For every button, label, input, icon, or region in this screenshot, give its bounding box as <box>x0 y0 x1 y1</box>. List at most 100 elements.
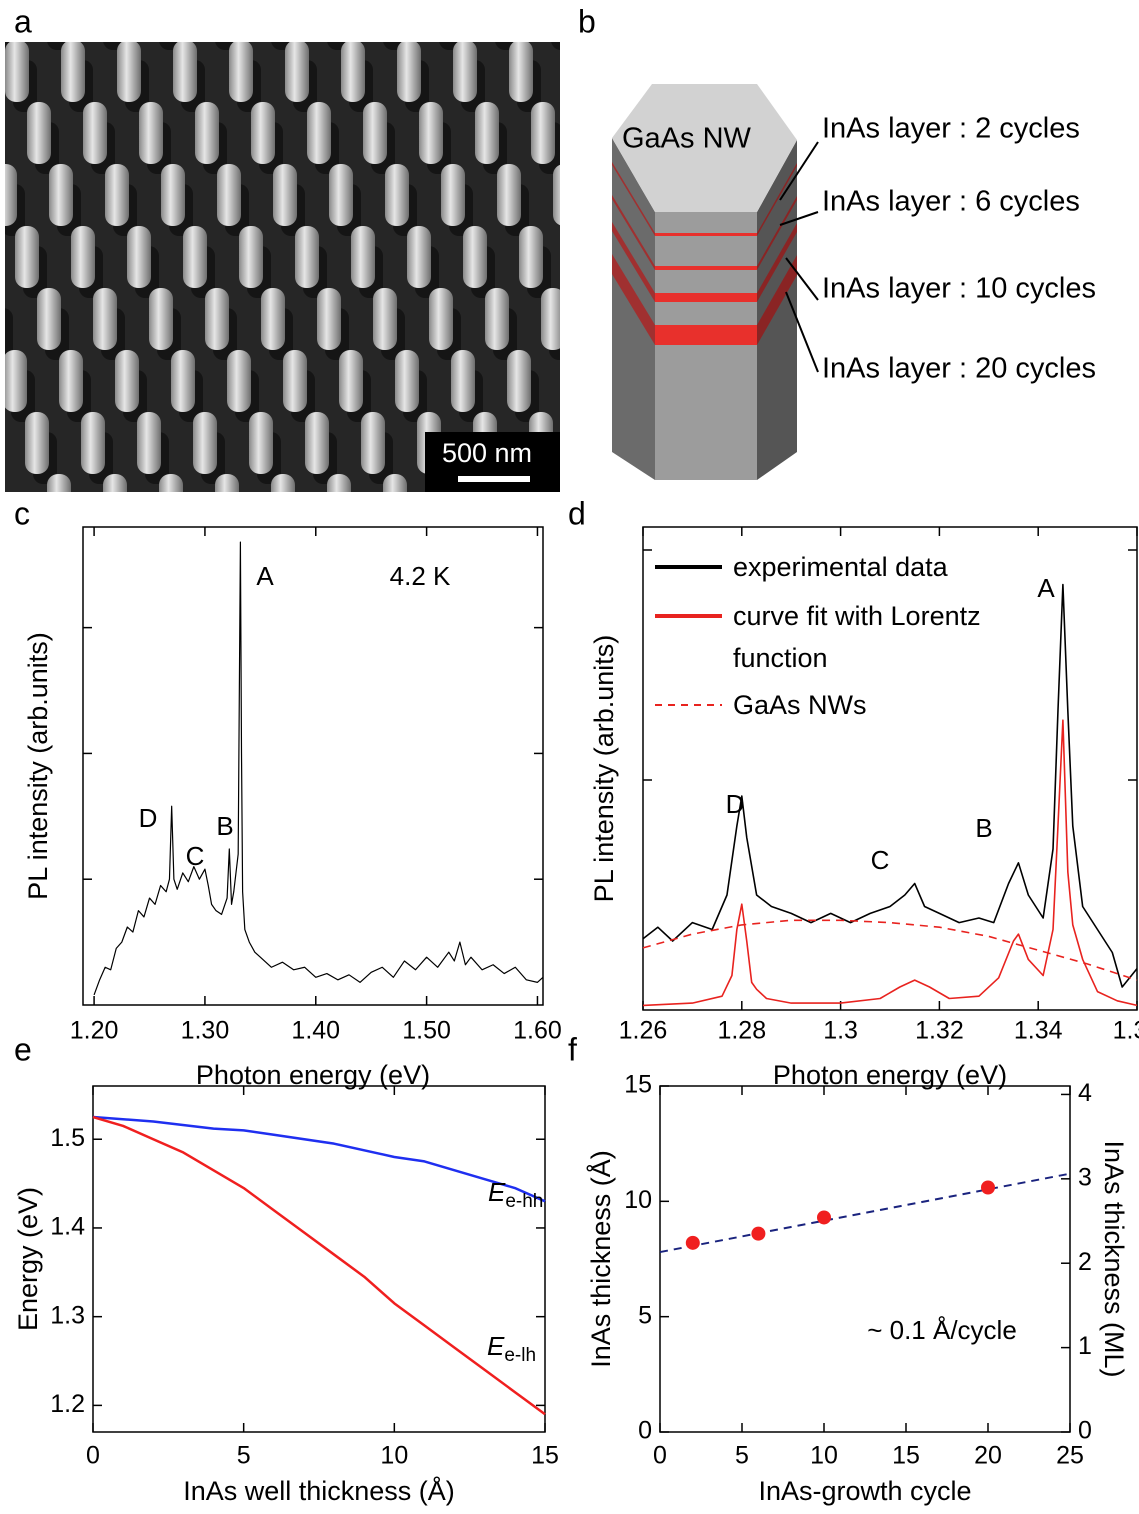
pillar-shadow <box>551 42 560 50</box>
pillar <box>115 350 139 412</box>
data-point <box>981 1180 995 1195</box>
pillar <box>229 42 253 102</box>
pillar <box>139 102 163 164</box>
x-axis-label: Photon energy (eV) <box>773 1060 1007 1090</box>
pillar <box>71 226 95 288</box>
pillar <box>261 288 285 350</box>
x-tick-label: 1.30 <box>181 1017 230 1045</box>
pillar <box>159 474 183 492</box>
pillar <box>407 226 431 288</box>
annotation: C <box>871 845 890 875</box>
pillar-shadow <box>571 370 595 422</box>
pillar <box>395 350 419 412</box>
y2-axis-label: InAs thickness (ML) <box>1099 1140 1129 1377</box>
x-tick-label: 25 <box>1056 1442 1084 1470</box>
pillar <box>373 288 397 350</box>
data-point <box>751 1226 766 1241</box>
panel-label: d <box>568 495 586 531</box>
annotation: D <box>139 803 158 833</box>
y-tick-label: 0 <box>638 1417 652 1445</box>
sem-pillars <box>5 0 607 546</box>
pillar <box>193 412 217 474</box>
pillar <box>317 288 341 350</box>
pillar <box>541 288 560 350</box>
x-tick-label: 5 <box>237 1442 251 1470</box>
data-point <box>817 1210 831 1225</box>
data-line <box>642 583 1138 988</box>
pillar-shadow <box>5 308 13 360</box>
pillar <box>375 0 399 40</box>
pillar <box>27 102 51 164</box>
pillar <box>207 0 231 40</box>
series-label: Ee-hh <box>488 1177 543 1212</box>
pillar <box>151 0 175 40</box>
pillar <box>127 226 151 288</box>
x-tick-label: 1.40 <box>291 1017 340 1045</box>
pillar <box>363 102 387 164</box>
pillar <box>307 102 331 164</box>
y2-tick-label: 0 <box>1078 1417 1092 1445</box>
pillar <box>81 412 105 474</box>
pillar <box>431 0 455 40</box>
pillar <box>563 350 587 412</box>
x-tick-label: 15 <box>892 1442 920 1470</box>
pillar <box>441 164 465 226</box>
data-line <box>659 1172 1071 1254</box>
pillar-shadow <box>55 494 79 546</box>
pillar <box>37 288 61 350</box>
x-tick-label: 10 <box>810 1442 838 1470</box>
pillar-shadow <box>583 246 607 298</box>
callout-lines <box>779 141 819 373</box>
pillar <box>341 42 365 102</box>
pillar <box>5 42 29 102</box>
nanowire-diagram <box>612 84 819 480</box>
x-tick-label: 20 <box>974 1442 1002 1470</box>
pillar <box>161 164 185 226</box>
pillar <box>475 102 499 164</box>
pillar <box>39 0 63 40</box>
pillar <box>305 412 329 474</box>
data-line <box>642 919 1138 981</box>
pillar <box>103 474 127 492</box>
x-tick-label: 1.50 <box>402 1017 451 1045</box>
pillar <box>397 42 421 102</box>
pillar <box>575 226 599 288</box>
x-tick-label: 1.34 <box>1014 1017 1063 1045</box>
pillar <box>61 42 85 102</box>
plot-frame <box>82 526 544 1006</box>
y-tick-label: 1.3 <box>50 1301 85 1329</box>
x-tick-label: 0 <box>653 1442 667 1470</box>
pillar <box>49 164 73 226</box>
annotation: 4.2 K <box>390 561 451 591</box>
x-axis-label: Photon energy (eV) <box>196 1060 430 1090</box>
pillar-shadow <box>223 494 247 546</box>
pillar <box>485 288 509 350</box>
pillar <box>105 164 129 226</box>
top-label: GaAs NW <box>622 123 752 155</box>
data-line <box>642 719 1138 1007</box>
pillar <box>329 164 353 226</box>
pillar <box>531 102 555 164</box>
x-tick-label: 5 <box>735 1442 749 1470</box>
panel-label: c <box>14 495 30 531</box>
y-tick-label: 5 <box>638 1301 652 1329</box>
x-tick-label: 1.3 <box>823 1017 858 1045</box>
legend-entry: GaAs NWs <box>733 690 867 720</box>
pillar <box>361 412 385 474</box>
y-axis-label: Energy (eV) <box>13 1187 43 1331</box>
layer-label: InAs layer : 20 cycles <box>822 353 1096 385</box>
x-tick-label: 0 <box>86 1442 100 1470</box>
pillar-shadow <box>391 494 415 546</box>
x-tick-label: 10 <box>380 1442 408 1470</box>
x-axis-label: InAs-growth cycle <box>758 1476 971 1506</box>
x-tick-label: 1.32 <box>915 1017 964 1045</box>
y-tick-label: 10 <box>624 1186 652 1214</box>
pillar <box>519 226 543 288</box>
pillar <box>205 288 229 350</box>
data-point <box>685 1235 700 1250</box>
pillar <box>271 474 295 492</box>
pillar <box>327 474 351 492</box>
panel-label: f <box>568 1031 577 1067</box>
